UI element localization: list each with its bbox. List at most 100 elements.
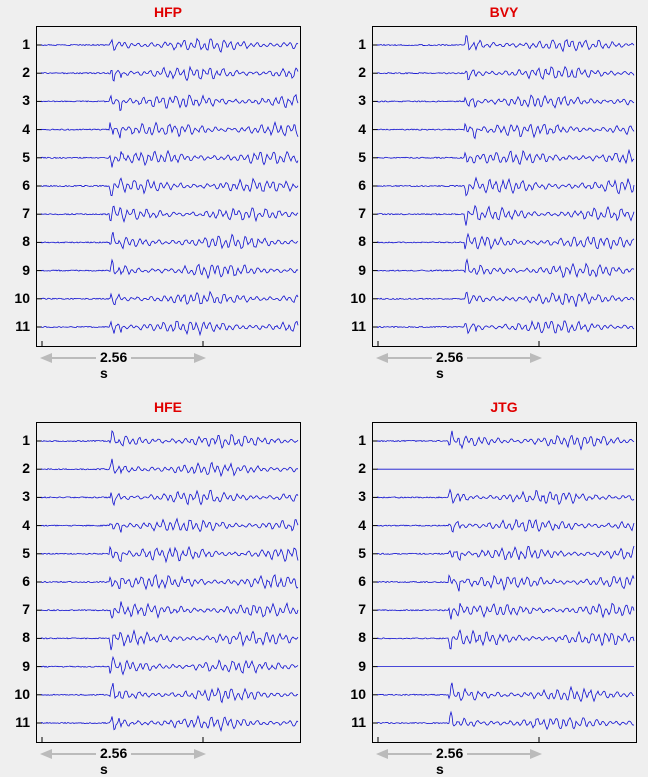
plot-area (372, 26, 637, 347)
channel-label: 1 (358, 432, 366, 448)
trace-channel-11 (40, 320, 299, 337)
trace-channel-10 (376, 291, 635, 307)
trace-channel-8 (40, 231, 299, 250)
channel-label: 2 (358, 64, 366, 81)
trace-channel-5 (376, 148, 635, 165)
channel-label: 10 (14, 685, 30, 702)
channel-label: 6 (22, 573, 30, 589)
channel-label: 2 (358, 460, 366, 477)
channel-label: 8 (358, 233, 366, 250)
channel-label: 5 (22, 148, 30, 165)
channel-label: 10 (350, 685, 366, 702)
trace-channel-10 (40, 290, 299, 306)
channel-label: 9 (358, 261, 366, 278)
trace-channel-1 (376, 430, 635, 451)
trace-channel-3 (376, 488, 635, 506)
trace-channel-4 (376, 122, 635, 140)
trace-channel-8 (376, 629, 635, 650)
trace-channel-9 (40, 258, 299, 280)
arrow-right-icon (194, 353, 206, 363)
scale-bar-label: 2.56 s (432, 745, 468, 777)
channel-label: 3 (358, 92, 366, 109)
trace-channel-1 (40, 37, 299, 53)
channel-label: 11 (351, 714, 366, 730)
channel-label: 7 (22, 205, 30, 222)
arrow-left-icon (40, 749, 52, 759)
channel-label: 10 (350, 289, 366, 306)
trace-channel-7 (376, 204, 635, 226)
channel-label: 1 (22, 36, 30, 52)
trace-channel-5 (40, 149, 299, 168)
trace-channel-2 (40, 458, 299, 478)
trace-channel-11 (376, 710, 635, 731)
trace-channel-11 (376, 319, 635, 335)
trace-channel-9 (40, 655, 299, 676)
channel-label: 7 (358, 601, 366, 618)
trace-channel-6 (376, 574, 635, 592)
channel-label: 8 (22, 629, 30, 646)
trace-channel-3 (40, 93, 299, 112)
trace-channel-4 (40, 120, 299, 139)
trace-channel-3 (376, 94, 635, 109)
trace-channel-3 (40, 489, 299, 507)
scale-bar-label: 2.56 s (96, 349, 132, 381)
scale-bar-label: 2.56 s (96, 745, 132, 777)
arrow-right-icon (530, 749, 542, 759)
trace-channel-8 (40, 629, 299, 651)
arrow-left-icon (376, 749, 388, 759)
channel-label: 5 (358, 148, 366, 165)
traces-svg (37, 37, 299, 347)
arrow-right-icon (194, 749, 206, 759)
trace-channel-5 (376, 545, 635, 562)
channel-label: 9 (22, 261, 30, 278)
trace-channel-9 (376, 258, 635, 279)
trace-channel-2 (40, 65, 299, 82)
trace-channel-8 (376, 232, 635, 250)
arrow-left-icon (40, 353, 52, 363)
trace-channel-7 (376, 602, 635, 620)
trace-channel-6 (376, 176, 635, 197)
plot-area (36, 26, 301, 347)
trace-channel-1 (40, 429, 299, 449)
trace-channel-1 (376, 35, 635, 53)
trace-channel-7 (40, 601, 299, 619)
channel-label: 4 (358, 120, 366, 137)
panel-title: JTG (490, 399, 518, 415)
channel-label: 3 (358, 488, 366, 505)
channel-label: 1 (358, 36, 366, 52)
channel-label: 4 (22, 120, 30, 137)
trace-channel-4 (40, 517, 299, 533)
trace-channel-7 (40, 205, 299, 223)
channel-label: 7 (358, 205, 366, 222)
channel-label: 9 (358, 657, 366, 674)
channel-label: 4 (22, 516, 30, 533)
panel-title: HFE (154, 399, 182, 415)
trace-channel-6 (40, 573, 299, 591)
channel-label: 3 (22, 92, 30, 109)
channel-label: 1 (22, 432, 30, 448)
traces-svg (373, 35, 635, 347)
channel-label: 5 (22, 544, 30, 561)
traces-svg (37, 429, 299, 743)
trace-channel-2 (376, 65, 635, 81)
channel-label: 2 (22, 460, 30, 477)
channel-label: 2 (22, 64, 30, 81)
trace-channel-11 (40, 714, 299, 733)
arrow-right-icon (530, 353, 542, 363)
channel-label: 8 (358, 629, 366, 646)
channel-label: 11 (15, 318, 30, 334)
channel-label: 10 (14, 289, 30, 306)
channel-label: 5 (358, 544, 366, 561)
channel-label: 6 (358, 573, 366, 589)
channel-label: 4 (358, 516, 366, 533)
arrow-left-icon (376, 353, 388, 363)
trace-channel-10 (376, 682, 635, 703)
plot-area (372, 422, 637, 743)
trace-channel-4 (376, 518, 635, 533)
channel-label: 6 (358, 177, 366, 193)
panel-title: HFP (154, 4, 182, 20)
channel-label: 8 (22, 233, 30, 250)
channel-label: 11 (351, 318, 366, 334)
channel-label: 7 (22, 601, 30, 618)
channel-label: 3 (22, 488, 30, 505)
